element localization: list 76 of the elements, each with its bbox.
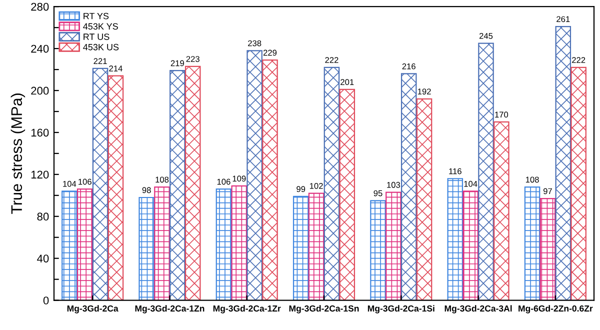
bar [216,188,232,300]
data-label: 104 [464,180,478,187]
bar [62,190,78,300]
bar [400,73,417,300]
bar [184,66,201,300]
bar [478,42,494,300]
data-label: 108 [156,176,169,183]
bar [570,66,586,300]
data-label: 221 [94,58,107,64]
data-label: 214 [109,66,122,72]
data-label: 222 [572,57,586,63]
x-tick-label: Mg-3Gd-2Ca-1Si [368,305,434,314]
data-label: 245 [479,32,493,39]
data-label: 192 [418,88,431,94]
y-tick-label: 240 [31,44,49,53]
y-tick-label: 160 [31,128,49,137]
y-tick-label: 40 [37,254,49,262]
data-label: 98 [142,187,151,194]
data-label: 116 [449,168,462,174]
bar [76,188,93,300]
y-tick-label: 80 [37,212,49,221]
data-label: 104 [63,180,76,187]
data-label: 95 [374,190,382,196]
data-label: 238 [248,40,262,46]
data-label: 109 [232,176,246,182]
data-label: 261 [556,16,570,22]
y-tick-label: 200 [31,86,49,95]
bar [447,178,464,300]
data-label: 219 [170,60,184,66]
bar [386,192,402,300]
data-label: 106 [217,178,230,185]
data-label: 223 [186,56,200,62]
bar [462,190,478,300]
x-tick-label: Mg-6Gd-2Zn-0.6Zr [518,305,593,314]
y-tick-label: 0 [43,296,49,304]
bar [92,68,108,300]
data-label: 97 [543,188,552,194]
legend-label: 453K US [83,44,119,50]
legend-label: 453K YS [83,23,118,30]
bar [524,186,540,300]
bar [246,50,262,300]
x-tick-label: Mg-3Gd-2Ca-1Zr [213,305,281,314]
bar [540,198,556,300]
bar [138,196,154,300]
bar [292,196,309,300]
x-tick-label: Mg-3Gd-2Ca [67,305,118,314]
bar [262,60,278,300]
data-label: 222 [325,57,338,63]
bar [308,192,324,300]
data-label: 106 [78,178,92,185]
bar [324,66,340,300]
legend-label: RT US [84,34,110,40]
data-label: 103 [387,182,400,188]
data-label: 108 [526,176,539,183]
bar [416,98,432,300]
legend-label: RT YS [84,12,109,20]
bar [370,200,386,300]
bar [154,186,170,300]
x-tick-label: Mg-3Gd-2Ca-3Al [444,305,512,314]
bar [108,75,124,300]
bar [231,185,248,300]
x-tick-label: Mg-3Gd-2Ca-1Zn [135,305,204,314]
data-label: 201 [340,79,354,86]
data-label: 216 [402,63,416,70]
bar [555,26,572,300]
data-label: 229 [263,50,277,56]
bar [170,70,186,300]
data-label: 99 [296,186,306,192]
bar [339,88,356,300]
x-tick-label: Mg-3Gd-2Ca-1Sn [289,305,359,314]
bar [494,121,510,300]
y-tick-label: 280 [31,2,49,11]
y-axis-title: True stress (MPa) [10,94,26,214]
data-label: 170 [495,112,508,118]
data-label: 102 [310,182,323,189]
y-tick-label: 120 [31,170,49,179]
